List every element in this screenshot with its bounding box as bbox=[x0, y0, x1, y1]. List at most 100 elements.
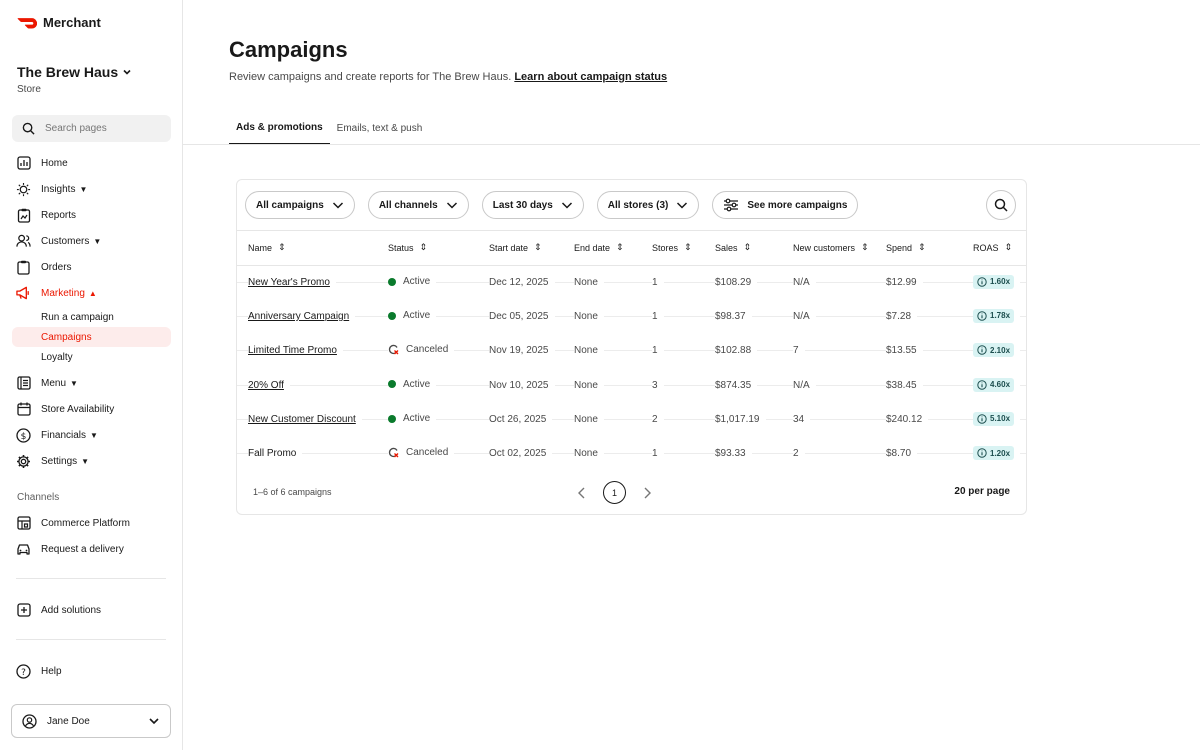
status-label: Active bbox=[403, 378, 431, 390]
search-icon bbox=[994, 198, 1008, 212]
campaign-name-link[interactable]: New Customer Discount bbox=[248, 413, 356, 425]
table-cell-sales: $98.37 bbox=[715, 299, 793, 334]
column-header-roas[interactable]: ROAS ⇕ bbox=[973, 231, 1026, 266]
tab-emails-text-push[interactable]: Emails, text & push bbox=[336, 123, 423, 134]
table-cell-sales: $1,017.19 bbox=[715, 402, 793, 437]
column-header-name[interactable]: Name ⇕ bbox=[237, 231, 388, 266]
table-search-button[interactable] bbox=[986, 190, 1016, 220]
learn-campaign-status-link[interactable]: Learn about campaign status bbox=[514, 71, 668, 83]
sidebar-item-orders[interactable]: Orders bbox=[16, 257, 72, 277]
filter-date-range[interactable]: Last 30 days bbox=[481, 191, 584, 219]
roas-badge[interactable]: 2.10x bbox=[973, 343, 1015, 358]
sidebar-item-store-availability[interactable]: Store Availability bbox=[16, 399, 114, 419]
roas-badge[interactable]: 5.10x bbox=[973, 411, 1015, 426]
store-type: Store bbox=[17, 84, 41, 95]
column-label: End date bbox=[574, 242, 611, 253]
per-page-select[interactable]: 20 per page bbox=[954, 486, 1010, 497]
store-selector[interactable]: The Brew Haus Store bbox=[17, 64, 132, 95]
cell-value: 1 bbox=[652, 448, 658, 460]
column-header-start-date[interactable]: Start date ⇕ bbox=[489, 231, 574, 266]
info-icon bbox=[977, 448, 987, 458]
cell-value: 7 bbox=[793, 345, 799, 357]
roas-badge[interactable]: 1.60x bbox=[973, 274, 1015, 289]
status-label: Canceled bbox=[406, 446, 449, 458]
table-row[interactable]: Fall Promo Canceled Oct 02, 2025 None 1 $93.3… bbox=[237, 436, 1026, 471]
filter-campaigns[interactable]: All campaigns bbox=[245, 191, 355, 219]
campaign-name-link[interactable]: 20% Off bbox=[248, 379, 284, 391]
status-label: Active bbox=[403, 413, 431, 425]
column-header-end-date[interactable]: End date ⇕ bbox=[574, 231, 652, 266]
search-pages[interactable] bbox=[12, 115, 171, 142]
filter-stores[interactable]: All stores (3) bbox=[596, 191, 700, 219]
megaphone-icon bbox=[16, 286, 31, 301]
see-more-campaigns-button[interactable]: See more campaigns bbox=[712, 191, 859, 219]
user-menu[interactable]: Jane Doe bbox=[11, 704, 171, 738]
sliders-icon bbox=[724, 198, 739, 212]
plus-square-icon bbox=[16, 603, 31, 618]
campaign-name: Fall Promo bbox=[248, 448, 297, 460]
search-input[interactable] bbox=[45, 123, 155, 134]
campaign-name-link[interactable]: Anniversary Campaign bbox=[248, 310, 350, 322]
column-header-spend[interactable]: Spend ⇕ bbox=[886, 231, 973, 266]
chevron-right-icon[interactable] bbox=[642, 487, 652, 499]
page-number-button[interactable]: 1 bbox=[603, 481, 626, 504]
cell-value: 2 bbox=[793, 448, 799, 460]
campaign-name-link[interactable]: Limited Time Promo bbox=[248, 345, 337, 357]
sidebar-item-commerce-platform[interactable]: Commerce Platform bbox=[16, 513, 130, 533]
sidebar-item-help[interactable]: ? Help bbox=[16, 661, 62, 681]
sidebar-item-label: Customers bbox=[41, 235, 90, 247]
sidebar-item-label: Menu bbox=[41, 377, 67, 389]
cell-value: None bbox=[574, 379, 598, 391]
roas-badge[interactable]: 1.20x bbox=[973, 446, 1015, 461]
chevron-down-icon: ▼ bbox=[93, 236, 102, 246]
column-label: Name bbox=[248, 242, 273, 253]
sidebar-item-home[interactable]: Home bbox=[16, 153, 68, 173]
sidebar-item-request-delivery[interactable]: Request a delivery bbox=[16, 539, 124, 559]
brand[interactable]: Merchant bbox=[17, 15, 101, 30]
table-row[interactable]: 20% Off Active Nov 10, 2025 None 3 $874.35 N/A… bbox=[237, 367, 1026, 403]
bar-chart-icon bbox=[16, 156, 31, 171]
table-row[interactable]: Anniversary Campaign Active Dec 05, 2025 No… bbox=[237, 299, 1026, 334]
column-header-stores[interactable]: Stores ⇕ bbox=[652, 231, 715, 266]
sidebar-item-add-solutions[interactable]: Add solutions bbox=[16, 600, 101, 620]
clipboard-icon bbox=[16, 260, 31, 275]
campaign-name-link[interactable]: New Year's Promo bbox=[248, 276, 330, 288]
table-row[interactable]: New Customer Discount Active Oct 26, 2025 N… bbox=[237, 402, 1026, 437]
table-row[interactable]: Limited Time Promo Canceled Nov 19, 2025 No… bbox=[237, 333, 1026, 368]
column-header-sales[interactable]: Sales ⇕ bbox=[715, 231, 793, 266]
column-label: Start date bbox=[489, 242, 529, 253]
sidebar-item-menu[interactable]: Menu ▼ bbox=[16, 373, 78, 393]
sidebar-subitem-campaigns[interactable]: Campaigns bbox=[12, 327, 171, 347]
filter-channels[interactable]: All channels bbox=[367, 191, 469, 219]
filter-label: See more campaigns bbox=[747, 199, 848, 211]
status-badge: Active bbox=[388, 413, 430, 424]
chevron-left-icon[interactable] bbox=[577, 487, 587, 499]
sidebar-subitem-run-campaign[interactable]: Run a campaign bbox=[41, 311, 114, 323]
column-header-new-customers[interactable]: New customers ⇕ bbox=[793, 231, 886, 266]
sidebar-item-financials[interactable]: $ Financials ▼ bbox=[16, 425, 98, 445]
cell-value: 34 bbox=[793, 413, 805, 425]
roas-badge[interactable]: 4.60x bbox=[973, 377, 1015, 392]
table-row[interactable]: New Year's Promo Active Dec 12, 2025 None 1 $… bbox=[237, 265, 1026, 300]
sidebar-item-marketing[interactable]: Marketing ▲ bbox=[16, 283, 97, 303]
table-cell-end: None bbox=[574, 265, 652, 300]
cell-value: $8.70 bbox=[886, 448, 912, 460]
status-badge: Active bbox=[388, 310, 430, 321]
sidebar-divider bbox=[16, 639, 166, 640]
roas-badge[interactable]: 1.78x bbox=[973, 308, 1015, 323]
sidebar-item-reports[interactable]: Reports bbox=[16, 205, 76, 225]
column-label: Spend bbox=[886, 242, 913, 253]
tab-ads-promotions[interactable]: Ads & promotions bbox=[229, 112, 330, 145]
sidebar-item-settings[interactable]: Settings ▼ bbox=[16, 451, 89, 471]
chevron-down-icon bbox=[123, 69, 131, 75]
cell-value: N/A bbox=[793, 276, 810, 288]
canceled-icon bbox=[388, 447, 399, 458]
sidebar-item-insights[interactable]: Insights ▼ bbox=[16, 179, 87, 199]
sidebar-item-label: Home bbox=[41, 157, 68, 169]
sidebar-item-customers[interactable]: Customers ▼ bbox=[16, 231, 101, 251]
table-cell-stores: 1 bbox=[652, 333, 715, 368]
sidebar-subitem-loyalty[interactable]: Loyalty bbox=[41, 351, 73, 363]
column-header-status[interactable]: Status ⇕ bbox=[388, 231, 489, 266]
doordash-logo-icon bbox=[17, 17, 37, 28]
table-cell-stores: 1 bbox=[652, 265, 715, 300]
